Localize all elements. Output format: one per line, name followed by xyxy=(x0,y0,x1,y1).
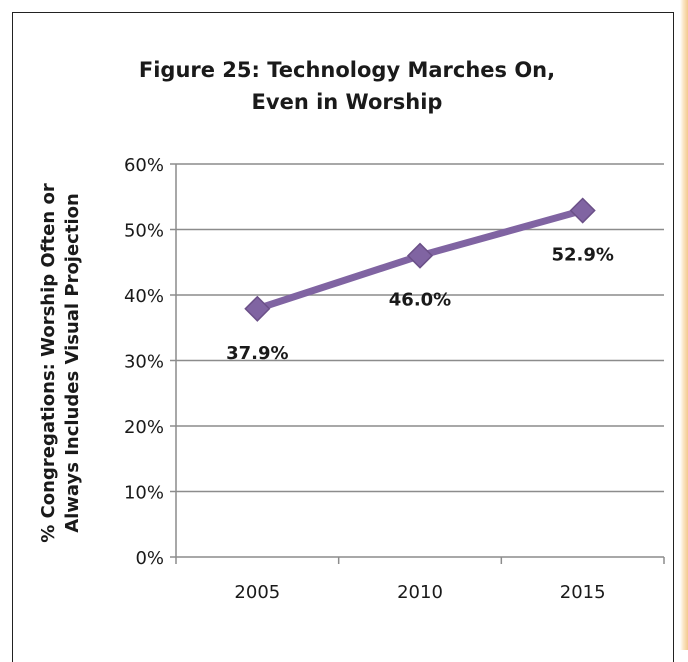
y-tick-label-5: 50% xyxy=(124,221,164,242)
y-tick-labels: 0% 10% 20% 30% 40% 50% 60% xyxy=(124,155,164,569)
y-tick-label-4: 40% xyxy=(124,286,164,307)
y-tick-label-6: 60% xyxy=(124,155,164,176)
page-edge xyxy=(680,0,688,650)
y-axis-label-line-1: % Congregations: Worship Often or xyxy=(38,183,59,543)
x-tick-label-1: 2010 xyxy=(397,582,443,603)
y-tick-label-1: 10% xyxy=(124,483,164,504)
y-tick-label-2: 20% xyxy=(124,417,164,438)
chart-title-line-2: Even in Worship xyxy=(252,90,443,114)
y-axis-label-line-2: Always Includes Visual Projection xyxy=(62,193,83,533)
chart-title-line-1: Figure 25: Technology Marches On, xyxy=(139,58,555,82)
chart-frame xyxy=(12,12,674,662)
data-point-0 xyxy=(244,295,271,322)
gridlines xyxy=(176,163,664,493)
data-label-1: 46.0% xyxy=(389,290,451,311)
data-label-2: 52.9% xyxy=(551,245,613,266)
data-labels: 37.9% 46.0% 52.9% xyxy=(226,245,614,364)
data-point-2 xyxy=(569,197,596,224)
data-point-1 xyxy=(406,242,434,269)
y-tick-label-3: 30% xyxy=(124,352,164,373)
y-tick-label-0: 0% xyxy=(135,548,164,569)
data-label-0: 37.9% xyxy=(226,343,288,364)
axes xyxy=(170,163,665,564)
x-tick-labels: 2005 2010 2015 xyxy=(234,582,605,603)
x-tick-label-2: 2015 xyxy=(560,582,606,603)
series-markers xyxy=(244,197,596,322)
x-tick-label-0: 2005 xyxy=(234,582,280,603)
